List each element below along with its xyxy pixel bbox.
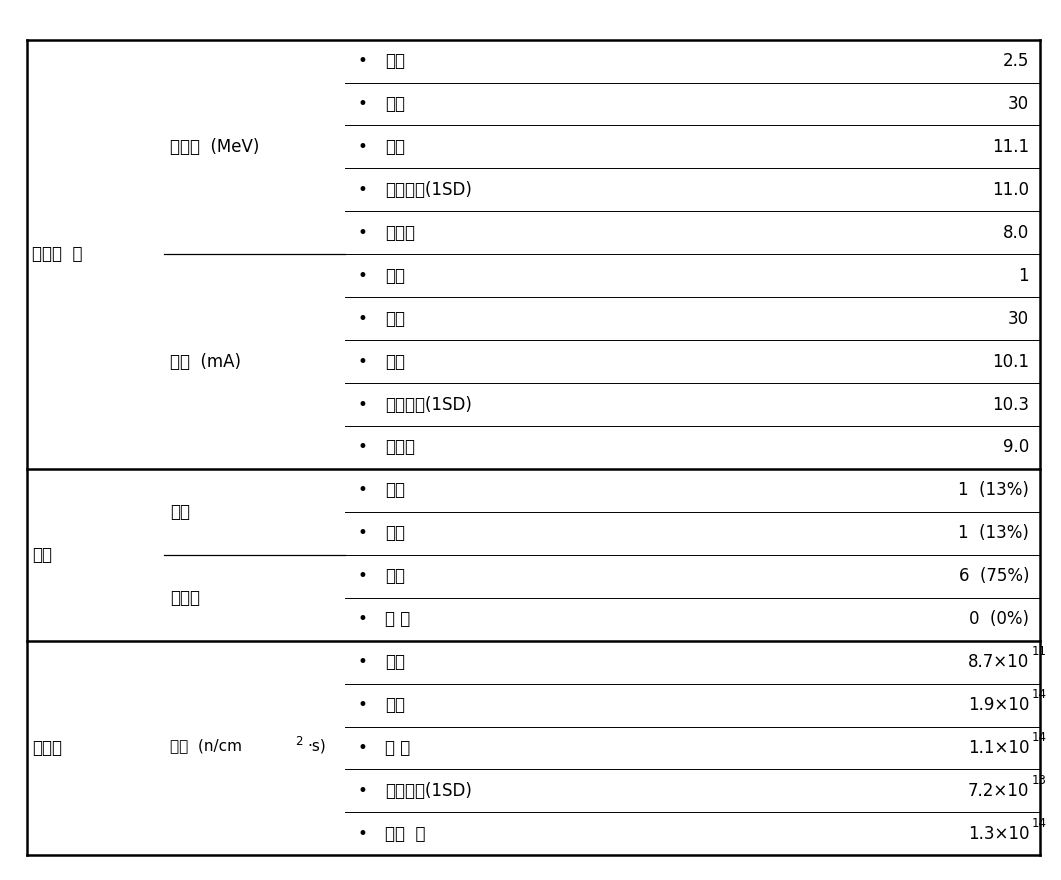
Text: 2.5: 2.5 — [1003, 52, 1029, 70]
Text: 2: 2 — [295, 735, 302, 748]
Text: 전류  (mA): 전류 (mA) — [170, 353, 241, 370]
Text: 최대: 최대 — [385, 95, 405, 113]
Text: 10.1: 10.1 — [992, 353, 1029, 370]
Text: 표적: 표적 — [32, 546, 52, 564]
Text: 리튬: 리튬 — [170, 502, 190, 521]
Text: 고체: 고체 — [385, 568, 405, 585]
Text: 7.2×10: 7.2×10 — [968, 782, 1029, 800]
Text: •: • — [358, 568, 367, 585]
Text: 최소: 최소 — [385, 653, 405, 671]
Text: 0  (0%): 0 (0%) — [969, 610, 1029, 628]
Text: 평균: 평균 — [385, 353, 405, 370]
Text: 중간값: 중간값 — [385, 224, 415, 242]
Text: 11.0: 11.0 — [992, 181, 1029, 199]
Text: •: • — [358, 524, 367, 542]
Text: 8.0: 8.0 — [1003, 224, 1029, 242]
Text: 최소: 최소 — [385, 52, 405, 70]
Text: 최대: 최대 — [385, 310, 405, 327]
Text: •: • — [358, 224, 367, 242]
Text: •: • — [358, 438, 367, 457]
Text: 표준편차(1SD): 표준편차(1SD) — [385, 395, 472, 414]
Text: 30: 30 — [1008, 95, 1029, 113]
Text: 중간  값: 중간 값 — [385, 825, 425, 843]
Text: 고체: 고체 — [385, 481, 405, 500]
Text: •: • — [358, 825, 367, 843]
Text: 표준편차(1SD): 표준편차(1SD) — [385, 782, 472, 800]
Text: 10.3: 10.3 — [992, 395, 1029, 414]
Text: 1.1×10: 1.1×10 — [968, 739, 1029, 757]
Text: •: • — [358, 696, 367, 714]
Text: 양성자  빔: 양성자 빔 — [32, 246, 83, 263]
Text: 14: 14 — [1031, 730, 1046, 744]
Text: 30: 30 — [1008, 310, 1029, 327]
Text: 액 체: 액 체 — [385, 610, 411, 628]
Text: 중성자: 중성자 — [32, 739, 62, 757]
Text: 수율  (n/cm: 수율 (n/cm — [170, 738, 242, 753]
Text: •: • — [358, 653, 367, 671]
Text: 1: 1 — [1019, 267, 1029, 285]
Text: •: • — [358, 310, 367, 327]
Text: ·s): ·s) — [308, 738, 327, 753]
Text: •: • — [358, 267, 367, 285]
Text: 최대: 최대 — [385, 696, 405, 714]
Text: •: • — [358, 481, 367, 500]
Text: 14: 14 — [1031, 817, 1046, 830]
Text: 1  (13%): 1 (13%) — [958, 481, 1029, 500]
Text: 1  (13%): 1 (13%) — [958, 524, 1029, 542]
Text: 13: 13 — [1031, 774, 1046, 787]
Text: 6  (75%): 6 (75%) — [959, 568, 1029, 585]
Text: 액체: 액체 — [385, 524, 405, 542]
Text: 최소: 최소 — [385, 267, 405, 285]
Text: 평 균: 평 균 — [385, 739, 411, 757]
Text: •: • — [358, 95, 367, 113]
Text: 1.3×10: 1.3×10 — [968, 825, 1029, 843]
Text: 에너지  (MeV): 에너지 (MeV) — [170, 138, 259, 156]
Text: 14: 14 — [1031, 688, 1046, 700]
Text: 11: 11 — [1031, 645, 1046, 658]
Text: •: • — [358, 395, 367, 414]
Text: •: • — [358, 353, 367, 370]
Text: 중간값: 중간값 — [385, 438, 415, 457]
Text: •: • — [358, 181, 367, 199]
Text: 8.7×10: 8.7×10 — [968, 653, 1029, 671]
Text: 1.9×10: 1.9×10 — [968, 696, 1029, 714]
Text: •: • — [358, 138, 367, 156]
Text: •: • — [358, 52, 367, 70]
Text: 베릴륨: 베릴륨 — [170, 589, 199, 606]
Text: •: • — [358, 739, 367, 757]
Text: •: • — [358, 610, 367, 628]
Text: •: • — [358, 782, 367, 800]
Text: 평균: 평균 — [385, 138, 405, 156]
Text: 9.0: 9.0 — [1003, 438, 1029, 457]
Text: 11.1: 11.1 — [992, 138, 1029, 156]
Text: 표준편차(1SD): 표준편차(1SD) — [385, 181, 472, 199]
